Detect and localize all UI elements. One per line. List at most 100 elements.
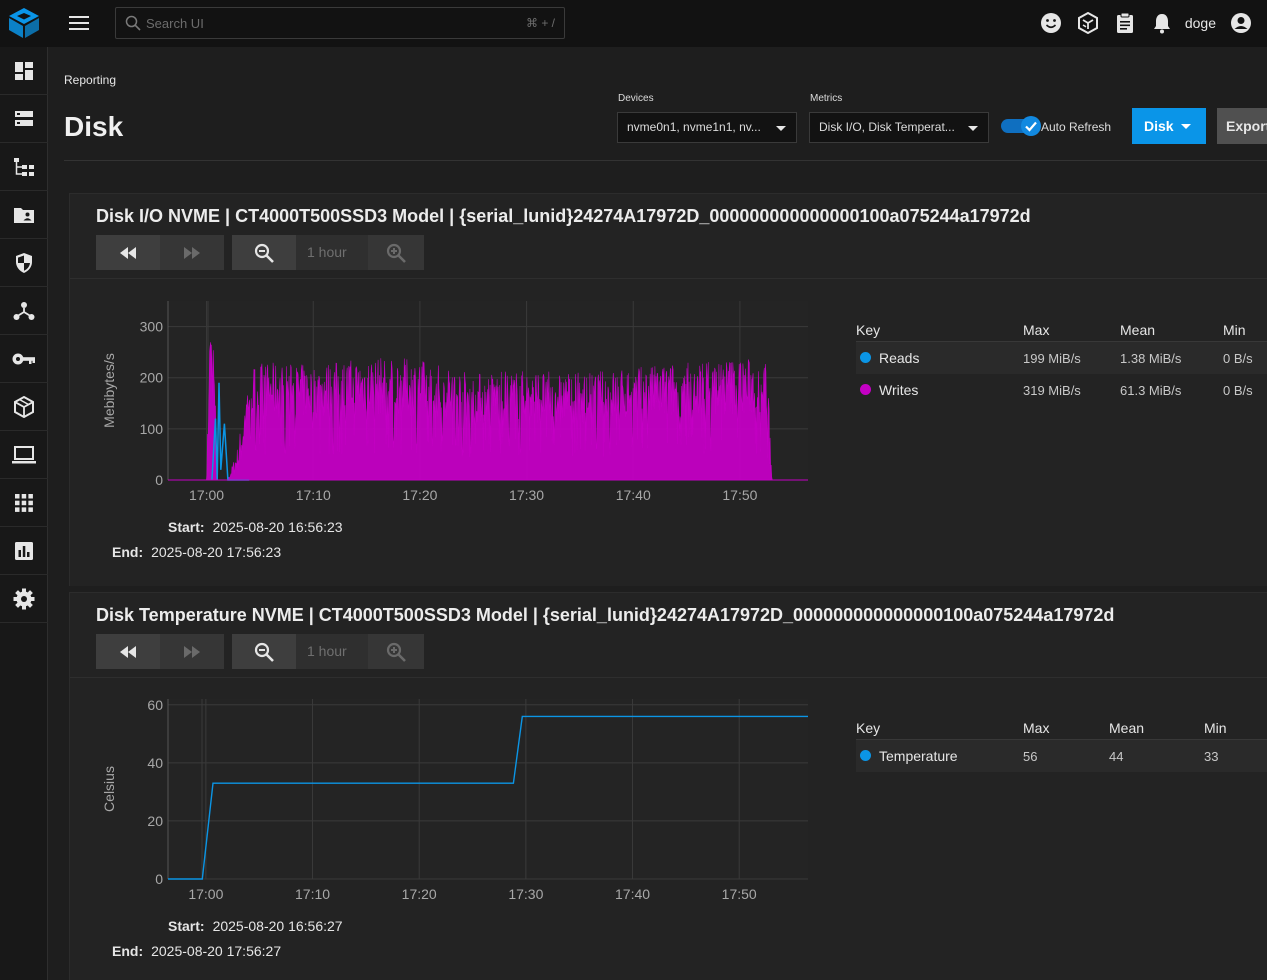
search-box[interactable]: ⌘ + / bbox=[115, 7, 565, 39]
zoom-level-label: 1 hour bbox=[296, 634, 368, 669]
start-time: Start: 2025-08-20 16:56:23 bbox=[168, 519, 343, 535]
top-actions: doge bbox=[1039, 10, 1253, 36]
sidebar bbox=[0, 47, 48, 980]
zoom-in-icon bbox=[386, 243, 406, 263]
security-icon bbox=[16, 252, 32, 273]
zoom-in-button[interactable] bbox=[368, 235, 424, 270]
step-back-button[interactable] bbox=[96, 235, 160, 270]
zoom-in-button[interactable] bbox=[368, 634, 424, 669]
y-tick-label: 0 bbox=[155, 871, 163, 887]
sidebar-item-system[interactable] bbox=[0, 479, 48, 527]
x-tick-label: 17:10 bbox=[296, 487, 331, 503]
menu-icon bbox=[69, 16, 89, 18]
legend-row-reads[interactable]: Reads 199 MiB/s 1.38 MiB/s 0 B/s bbox=[856, 342, 1267, 374]
x-tick-label: 17:20 bbox=[402, 487, 437, 503]
disk-menu-button[interactable]: Disk bbox=[1132, 108, 1206, 144]
legend-header: Key Max Mean Min bbox=[856, 712, 1267, 740]
sidebar-item-data-protection[interactable] bbox=[0, 239, 48, 287]
disk-io-chart[interactable]: 17:00 17:10 17:20 17:30 17:40 17:50 0 100 200 300… bbox=[100, 298, 810, 508]
settings-icon bbox=[13, 588, 35, 609]
dashboard-icon bbox=[15, 61, 33, 80]
series-color-dot bbox=[860, 352, 871, 363]
export-button[interactable]: Export bbox=[1217, 108, 1267, 144]
fast-forward-icon bbox=[184, 645, 200, 658]
y-tick-label: 20 bbox=[147, 813, 163, 829]
x-tick-label: 17:40 bbox=[615, 886, 650, 902]
legend-row-temperature[interactable]: Temperature 56 44 33 bbox=[856, 740, 1267, 772]
sidebar-item-reporting[interactable] bbox=[0, 527, 48, 575]
y-axis-label: Celsius bbox=[101, 766, 117, 812]
storage-icon bbox=[15, 110, 33, 126]
username-label[interactable]: doge bbox=[1184, 15, 1216, 31]
y-tick-label: 100 bbox=[140, 421, 164, 437]
end-time: End: 2025-08-20 17:56:27 bbox=[112, 943, 282, 959]
legend-row-writes[interactable]: Writes 319 MiB/s 61.3 MiB/s 0 B/s bbox=[856, 374, 1267, 406]
folder-shared-icon bbox=[14, 207, 34, 223]
x-tick-label: 17:00 bbox=[188, 886, 223, 902]
sidebar-item-credentials[interactable] bbox=[0, 335, 48, 383]
search-input[interactable] bbox=[146, 8, 526, 38]
y-tick-label: 200 bbox=[140, 370, 164, 386]
devices-select-value: nvme0n1, nvme1n1, nv... bbox=[627, 120, 761, 134]
devices-label: Devices bbox=[618, 93, 654, 104]
auto-refresh-toggle[interactable] bbox=[1001, 116, 1041, 136]
sidebar-item-shares[interactable] bbox=[0, 191, 48, 239]
step-forward-button[interactable] bbox=[160, 235, 224, 270]
account-circle-icon[interactable] bbox=[1229, 11, 1253, 35]
x-tick-label: 17:30 bbox=[509, 487, 544, 503]
main-content: Reporting Disk Devices nvme0n1, nvme1n1,… bbox=[48, 47, 1267, 980]
truecommand-icon[interactable] bbox=[1076, 11, 1100, 35]
sidebar-item-apps[interactable] bbox=[0, 431, 48, 479]
menu-toggle-button[interactable] bbox=[66, 12, 92, 34]
reads-series-line bbox=[211, 382, 250, 481]
truenas-logo-icon[interactable] bbox=[6, 6, 42, 40]
search-icon bbox=[125, 15, 141, 31]
devices-select[interactable]: nvme0n1, nvme1n1, nv... bbox=[617, 112, 797, 143]
sidebar-item-datasets[interactable] bbox=[0, 143, 48, 191]
x-tick-label: 17:50 bbox=[722, 886, 757, 902]
zoom-out-button[interactable] bbox=[232, 235, 296, 270]
page-title: Disk bbox=[64, 111, 124, 142]
clipboard-icon[interactable] bbox=[1113, 11, 1137, 35]
x-tick-label: 17:10 bbox=[295, 886, 330, 902]
fast-rewind-icon bbox=[120, 645, 136, 658]
check-icon bbox=[1025, 121, 1037, 132]
insert-chart-icon bbox=[15, 541, 33, 560]
disk-button-label: Disk bbox=[1144, 118, 1174, 134]
fast-forward-icon bbox=[184, 246, 200, 259]
sidebar-item-dashboard[interactable] bbox=[0, 47, 48, 95]
metrics-select[interactable]: Disk I/O, Disk Temperat... bbox=[809, 112, 989, 143]
sidebar-item-settings[interactable] bbox=[0, 575, 48, 623]
legend-header: Key Max Mean Min bbox=[856, 314, 1267, 342]
breadcrumb[interactable]: Reporting bbox=[64, 73, 117, 87]
disk-temperature-chart[interactable]: 17:00 17:10 17:20 17:30 17:40 17:50 0 20 40 60 Cel… bbox=[100, 696, 810, 906]
series-color-dot bbox=[860, 384, 871, 395]
disk-io-legend: Key Max Mean Min Reads 199 MiB/s 1.38 Mi… bbox=[856, 314, 1267, 406]
disk-temperature-legend: Key Max Mean Min Temperature 56 44 33 bbox=[856, 712, 1267, 772]
search-shortcut: ⌘ + / bbox=[525, 16, 555, 30]
zoom-out-icon bbox=[254, 243, 274, 263]
chevron-down-icon bbox=[968, 126, 978, 131]
y-tick-label: 0 bbox=[155, 472, 163, 488]
y-axis-label: Mebibytes/s bbox=[101, 353, 117, 428]
temperature-series-line bbox=[168, 715, 808, 880]
auto-refresh-label: Auto Refresh bbox=[1041, 120, 1112, 134]
plot-area bbox=[168, 699, 808, 879]
step-back-button[interactable] bbox=[96, 634, 160, 669]
bell-icon[interactable] bbox=[1150, 11, 1174, 35]
apps-grid-icon bbox=[15, 493, 33, 512]
disk-io-card: Disk I/O NVME | CT4000T500SSD3 Model | {… bbox=[69, 193, 1267, 586]
end-time: End: 2025-08-20 17:56:23 bbox=[112, 544, 282, 560]
metrics-label: Metrics bbox=[810, 93, 843, 104]
sidebar-item-virtualization[interactable] bbox=[0, 383, 48, 431]
y-tick-label: 40 bbox=[147, 755, 163, 771]
sidebar-item-storage[interactable] bbox=[0, 95, 48, 143]
chevron-down-icon bbox=[1181, 124, 1191, 129]
step-forward-button[interactable] bbox=[160, 634, 224, 669]
x-tick-label: 17:20 bbox=[402, 886, 437, 902]
zoom-in-icon bbox=[386, 642, 406, 662]
x-tick-label: 17:30 bbox=[508, 886, 543, 902]
smile-icon[interactable] bbox=[1039, 11, 1063, 35]
sidebar-item-network[interactable] bbox=[0, 287, 48, 335]
zoom-out-button[interactable] bbox=[232, 634, 296, 669]
